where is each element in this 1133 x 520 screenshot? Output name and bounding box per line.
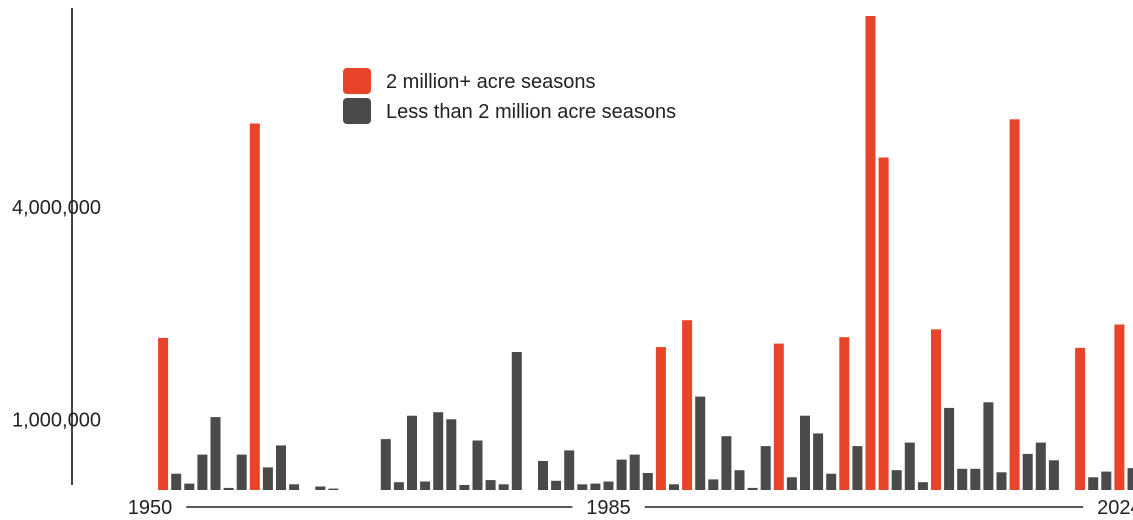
x-tick-label: 1950 [128,497,173,519]
bar-low-season [629,454,640,490]
bars-group [158,16,1133,491]
bar-high-season [773,343,784,490]
bar-low-season [289,484,300,490]
bar-low-season [983,402,994,490]
bar-high-season [865,16,876,490]
bar-low-season [380,439,391,490]
bar-low-season [197,454,208,490]
bar-low-season [813,433,824,490]
bar-low-season [747,487,758,490]
legend-swatch [343,98,371,124]
bar-low-season [171,473,182,490]
bar-low-season [695,396,706,490]
x-axis: 1950 1985 2024 [128,497,1133,519]
bar-high-season [1075,347,1086,490]
bar-low-season [826,473,837,490]
bar-low-season [472,440,483,490]
bar-low-season [433,412,444,490]
bar-low-season [210,417,221,490]
bar-low-season [760,446,771,490]
legend-label: Less than 2 million acre seasons [386,101,676,123]
y-tick-label: 1,000,000 [12,409,101,431]
bar-low-season [420,481,431,490]
bar-high-season [158,337,169,490]
bar-low-season [328,488,339,490]
bar-high-season [1114,324,1125,490]
bar-low-season [721,436,732,490]
bar-low-season [538,461,548,490]
bar-low-season [1022,453,1033,490]
bar-low-season [276,445,286,490]
bar-high-season [1009,119,1020,491]
bar-low-season [917,482,928,490]
bar-high-season [249,123,260,490]
bar-low-season [734,470,745,490]
bar-high-season [931,329,941,490]
bar-low-season [970,468,981,490]
legend-swatch [343,68,371,94]
bar-low-season [564,450,575,490]
bar-low-season [852,446,863,490]
bar-low-season [184,483,195,490]
bar-low-season [800,415,810,490]
bar-low-season [407,415,417,490]
bar-low-season [642,473,653,490]
bar-low-season [511,352,522,490]
bar-low-season [603,481,614,490]
legend-label: 2 million+ acre seasons [386,71,596,93]
bar-low-season [485,480,496,490]
bar-low-season [996,472,1007,490]
bar-low-season [904,442,915,490]
x-tick-label: 2024 [1097,497,1133,519]
bar-low-season [498,484,509,490]
bar-low-season [223,487,234,490]
bar-low-season [590,483,601,490]
bar-high-season [682,320,693,490]
bar-low-season [551,480,562,490]
bar-low-season [669,484,679,490]
bar-low-season [786,477,797,490]
bar-low-season [1127,468,1133,490]
bar-high-season [839,337,850,490]
y-tick-label: 4,000,000 [12,197,101,219]
x-tick-label: 1985 [586,497,631,519]
bar-low-season [393,482,404,490]
bar-low-season [708,479,719,490]
legend: 2 million+ acre seasons Less than 2 milli… [343,68,676,124]
bar-low-season [957,468,968,490]
bar-high-season [655,347,666,490]
bar-low-season [616,459,627,490]
bar-low-season [262,467,273,490]
bar-low-season [944,407,955,490]
bar-low-season [315,486,326,490]
y-axis: 1,000,000 4,000,000 [12,8,101,485]
bar-low-season [577,484,588,490]
bar-low-season [1088,477,1099,490]
bar-low-season [1101,471,1112,490]
bar-low-season [891,470,902,490]
bar-high-season [878,157,889,490]
bar-low-season [236,454,247,490]
bar-low-season [459,485,470,490]
bar-low-season [1048,460,1059,490]
bar-low-season [1035,442,1046,490]
bar-low-season [446,419,457,490]
